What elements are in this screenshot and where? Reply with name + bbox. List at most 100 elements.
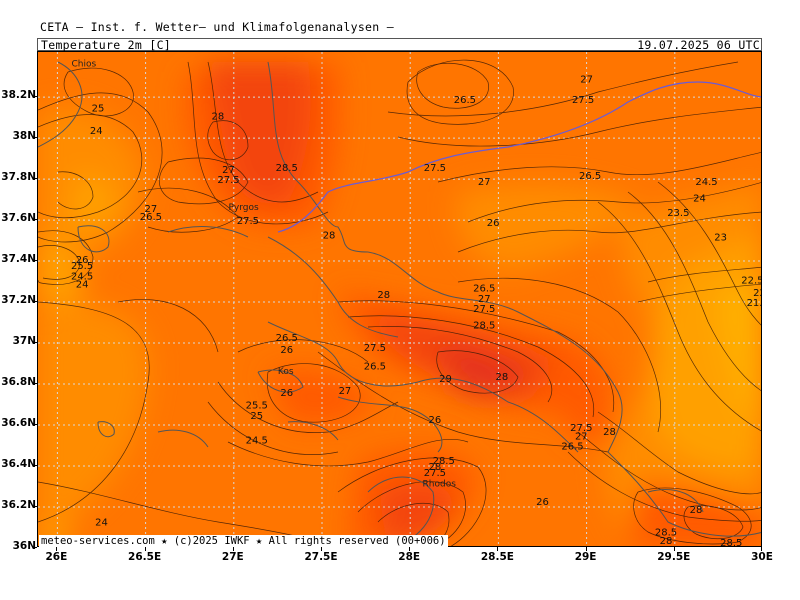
isotherm-label: 27 — [222, 165, 235, 176]
lat-label: 37.2N — [1, 294, 36, 307]
isotherm-label: 26 — [487, 218, 500, 229]
isotherm-label: 23.5 — [667, 208, 689, 219]
lat-tick — [33, 465, 37, 467]
lat-tick — [33, 137, 37, 139]
lat-tick — [33, 506, 37, 507]
lat-tick — [33, 260, 37, 262]
isotherm-label: 26 — [76, 255, 89, 266]
lon-label: 26E — [45, 551, 68, 563]
lat-label: 36.4N — [1, 458, 36, 471]
lon-label: 28.5E — [480, 551, 514, 563]
lat-label: 38.2N — [1, 89, 36, 102]
isotherm-label: 26.5 — [473, 284, 495, 295]
isotherm-label: 28 — [212, 112, 225, 123]
lat-tick — [33, 547, 37, 548]
lat-label: 36.2N — [1, 499, 36, 511]
isotherm-label: 27.5 — [217, 175, 239, 186]
isotherm-label: 22.5 — [741, 276, 762, 287]
isotherm-label: 28 — [323, 230, 336, 241]
isotherm-label: 28.5 — [276, 163, 298, 174]
isotherm-label: 26 — [280, 345, 293, 356]
place-label: Rhodos — [423, 480, 457, 490]
isotherm-label: 24.5 — [71, 271, 93, 282]
title-bar — [37, 38, 762, 51]
isotherm-label: 28 — [603, 427, 616, 438]
isotherm-label: 27.5 — [473, 304, 495, 315]
isotherm-label: 26 — [429, 415, 442, 426]
isotherm-label: 26.5 — [140, 212, 162, 223]
isotherm-label: 27 — [339, 386, 352, 397]
parameter-label: Temperature_2m [C] — [41, 38, 172, 52]
isotherm-label: 28.5 — [473, 321, 495, 332]
lon-tick — [409, 547, 411, 551]
isotherm-label: 26.5 — [579, 171, 601, 182]
isotherm-label: 27.5 — [424, 468, 446, 479]
isotherm-label: 24 — [95, 517, 108, 528]
lon-tick — [761, 547, 762, 551]
isotherm-label: 25 — [92, 103, 105, 114]
lat-tick — [33, 383, 37, 385]
isotherm-label: 28.5 — [655, 528, 677, 539]
temperature-map[interactable]: Chios Pyrgos Kos Rhodos 25 24 28 27 27.5 28.5 27 2… — [37, 51, 762, 547]
lon-tick — [497, 547, 499, 551]
lon-label: 30E — [751, 551, 773, 563]
isotherm-label: 22 — [753, 288, 762, 299]
lon-tick — [56, 547, 58, 551]
lat-tick — [33, 342, 37, 344]
lat-label: 37.6N — [1, 212, 36, 225]
lon-label: 27E — [221, 551, 244, 563]
lat-label: 36N — [12, 540, 36, 552]
isotherm-label: 27.5 — [424, 163, 446, 174]
border-line — [277, 81, 761, 233]
isotherm-label: 27 — [145, 204, 158, 215]
organization-title: CETA – Inst. f. Wetter– und Klimafolgena… — [40, 20, 394, 34]
lon-tick — [673, 547, 675, 551]
isotherm-label: 28.5 — [433, 456, 455, 467]
isotherm-label: 28 — [377, 290, 390, 301]
lat-label: 37.4N — [1, 253, 36, 266]
isotherm-label: 23 — [714, 232, 727, 243]
lat-label: 36.8N — [1, 376, 36, 389]
isotherm-label: 28 — [690, 505, 703, 516]
isotherm-label: 25.5 — [246, 401, 268, 412]
lat-lon-grid — [38, 52, 761, 546]
isotherm-label: 27.5 — [572, 95, 594, 106]
lon-label: 29.5E — [657, 551, 691, 563]
isotherm-label: 24.5 — [246, 435, 268, 446]
lon-label: 27.5E — [304, 551, 338, 563]
lat-label: 36.6N — [1, 417, 36, 430]
isotherm-label: 26.5 — [364, 362, 386, 373]
lat-label: 38N — [12, 130, 36, 143]
place-label: Chios — [72, 59, 97, 69]
isotherm-label: 27 — [478, 294, 491, 305]
lat-tick — [33, 178, 37, 180]
lon-tick — [144, 547, 146, 551]
isotherm-label: 26 — [280, 388, 293, 399]
lon-label: 29E — [574, 551, 597, 563]
lat-label: 37.8N — [1, 171, 36, 184]
lat-label: 37N — [12, 335, 36, 348]
isotherm-label: 26.5 — [561, 442, 583, 453]
lon-tick — [232, 547, 234, 551]
place-label: Pyrgos — [229, 203, 260, 213]
isotherm-label: 28 — [429, 462, 442, 473]
lon-label: 26.5E — [128, 551, 162, 563]
isotherm-label: 28 — [660, 536, 673, 547]
isotherm-label: 29 — [439, 374, 452, 385]
isotherm-label: 27 — [575, 431, 588, 442]
datetime-label: 19.07.2025 06 UTC — [637, 38, 760, 52]
isotherm-lines — [38, 59, 761, 546]
isotherm-label: 28.5 — [720, 538, 742, 547]
isotherm-label: 24 — [90, 126, 103, 137]
lat-tick — [33, 301, 37, 303]
isotherm-label: 28 — [496, 372, 509, 383]
lat-tick — [33, 219, 37, 221]
isotherm-label: 25 — [250, 411, 263, 422]
isotherm-label: 27.5 — [364, 343, 386, 354]
isotherm-label: 26.5 — [276, 333, 298, 344]
place-label: Kos — [278, 367, 294, 377]
isotherm-label: 27.5 — [570, 423, 592, 434]
lon-tick — [585, 547, 587, 551]
lat-tick — [33, 424, 37, 426]
coastlines — [38, 61, 761, 546]
